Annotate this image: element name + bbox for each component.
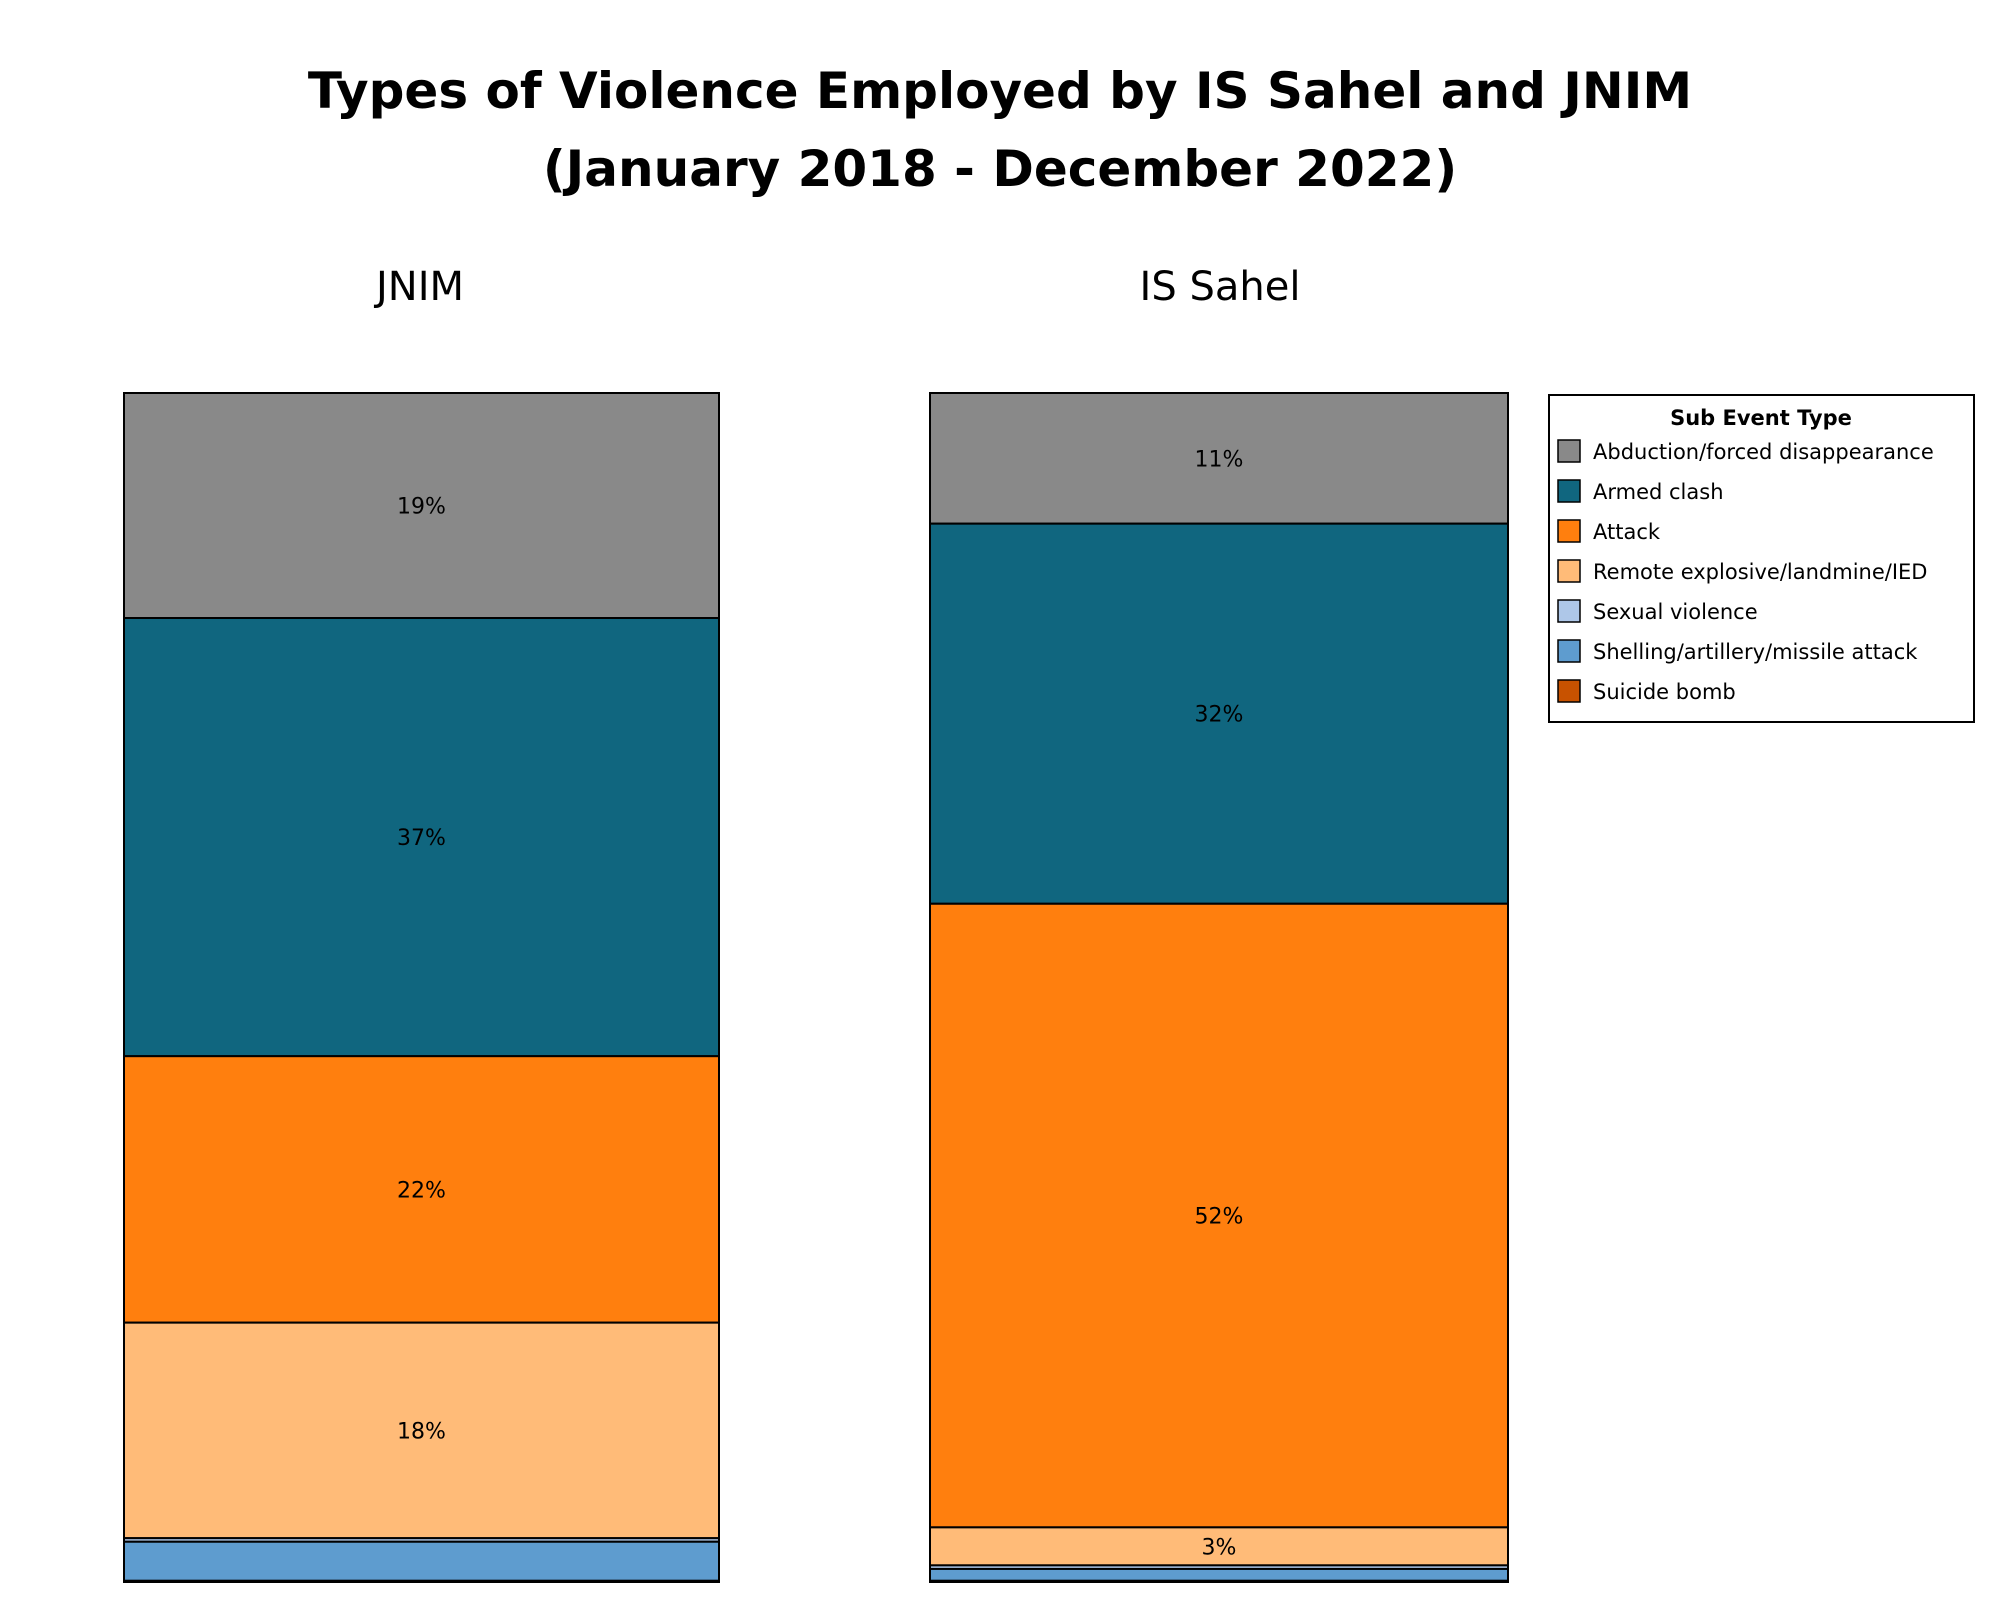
bar-segment <box>929 522 1509 905</box>
segment-label: 22% <box>397 1178 446 1203</box>
legend-swatch <box>1557 519 1581 543</box>
legend-label: Suicide bomb <box>1593 680 1736 704</box>
bar-segment <box>123 1540 720 1582</box>
legend-title: Sub Event Type <box>1670 406 1852 430</box>
legend-swatch <box>1557 559 1581 583</box>
legend-item: Attack <box>1557 519 1661 544</box>
legend-swatch <box>1557 679 1581 703</box>
legend-label: Attack <box>1593 520 1661 544</box>
panel-is-sahel: IS Sahel 11% 32% 52% 3% <box>929 264 1509 1583</box>
bar-segment <box>929 392 1509 525</box>
panels: JNIM 19% 37% 22% 18% IS Sahel 11% 32% 52% 3% <box>123 264 1509 1584</box>
bar-segment <box>123 392 720 620</box>
legend-label: Abduction/forced disappearance <box>1593 440 1934 464</box>
legend-swatch <box>1557 439 1581 463</box>
legend-item: Shelling/artillery/missile attack <box>1557 639 1918 664</box>
chart-title-line2: (January 2018 - December 2022) <box>543 140 1457 198</box>
legend-box <box>1548 394 1975 723</box>
bar-segment <box>929 1526 1509 1567</box>
segment-label: 37% <box>397 826 446 851</box>
legend-label: Sexual violence <box>1593 600 1758 624</box>
segment-label: 3% <box>1202 1535 1237 1560</box>
chart-title-line1: Types of Violence Employed by IS Sahel a… <box>308 62 1692 120</box>
segment-label: 52% <box>1195 1205 1244 1230</box>
segment-label: 11% <box>1195 447 1244 472</box>
legend-label: Remote explosive/landmine/IED <box>1593 560 1927 584</box>
legend: Sub Event Type Abduction/forced disappea… <box>1548 394 1975 723</box>
legend-swatch <box>1557 479 1581 503</box>
legend-item: Abduction/forced disappearance <box>1557 439 1934 464</box>
bar-segment <box>123 1055 720 1324</box>
legend-label: Shelling/artillery/missile attack <box>1593 640 1918 664</box>
legend-label: Armed clash <box>1593 480 1724 504</box>
bar-segment <box>929 1567 1509 1582</box>
segment-label: 19% <box>397 495 446 520</box>
bar-segment <box>123 617 720 1058</box>
panel-title: IS Sahel <box>1140 264 1301 310</box>
segment-label: 18% <box>397 1419 446 1444</box>
legend-item: Armed clash <box>1557 479 1724 504</box>
bar-segment <box>123 1579 720 1584</box>
legend-items: Abduction/forced disappearance Armed clas… <box>1557 439 1934 704</box>
legend-item: Remote explosive/landmine/IED <box>1557 559 1927 584</box>
legend-item: Suicide bomb <box>1557 679 1736 704</box>
legend-swatch <box>1557 599 1581 623</box>
legend-item: Sexual violence <box>1557 599 1758 624</box>
bar-segment <box>929 1579 1509 1583</box>
segment-label: 32% <box>1195 703 1244 728</box>
panel-jnim: JNIM 19% 37% 22% 18% <box>123 264 720 1584</box>
legend-swatch <box>1557 639 1581 663</box>
bar-segment <box>123 1321 720 1540</box>
panel-title: JNIM <box>373 264 464 310</box>
bar-segment <box>929 902 1509 1529</box>
